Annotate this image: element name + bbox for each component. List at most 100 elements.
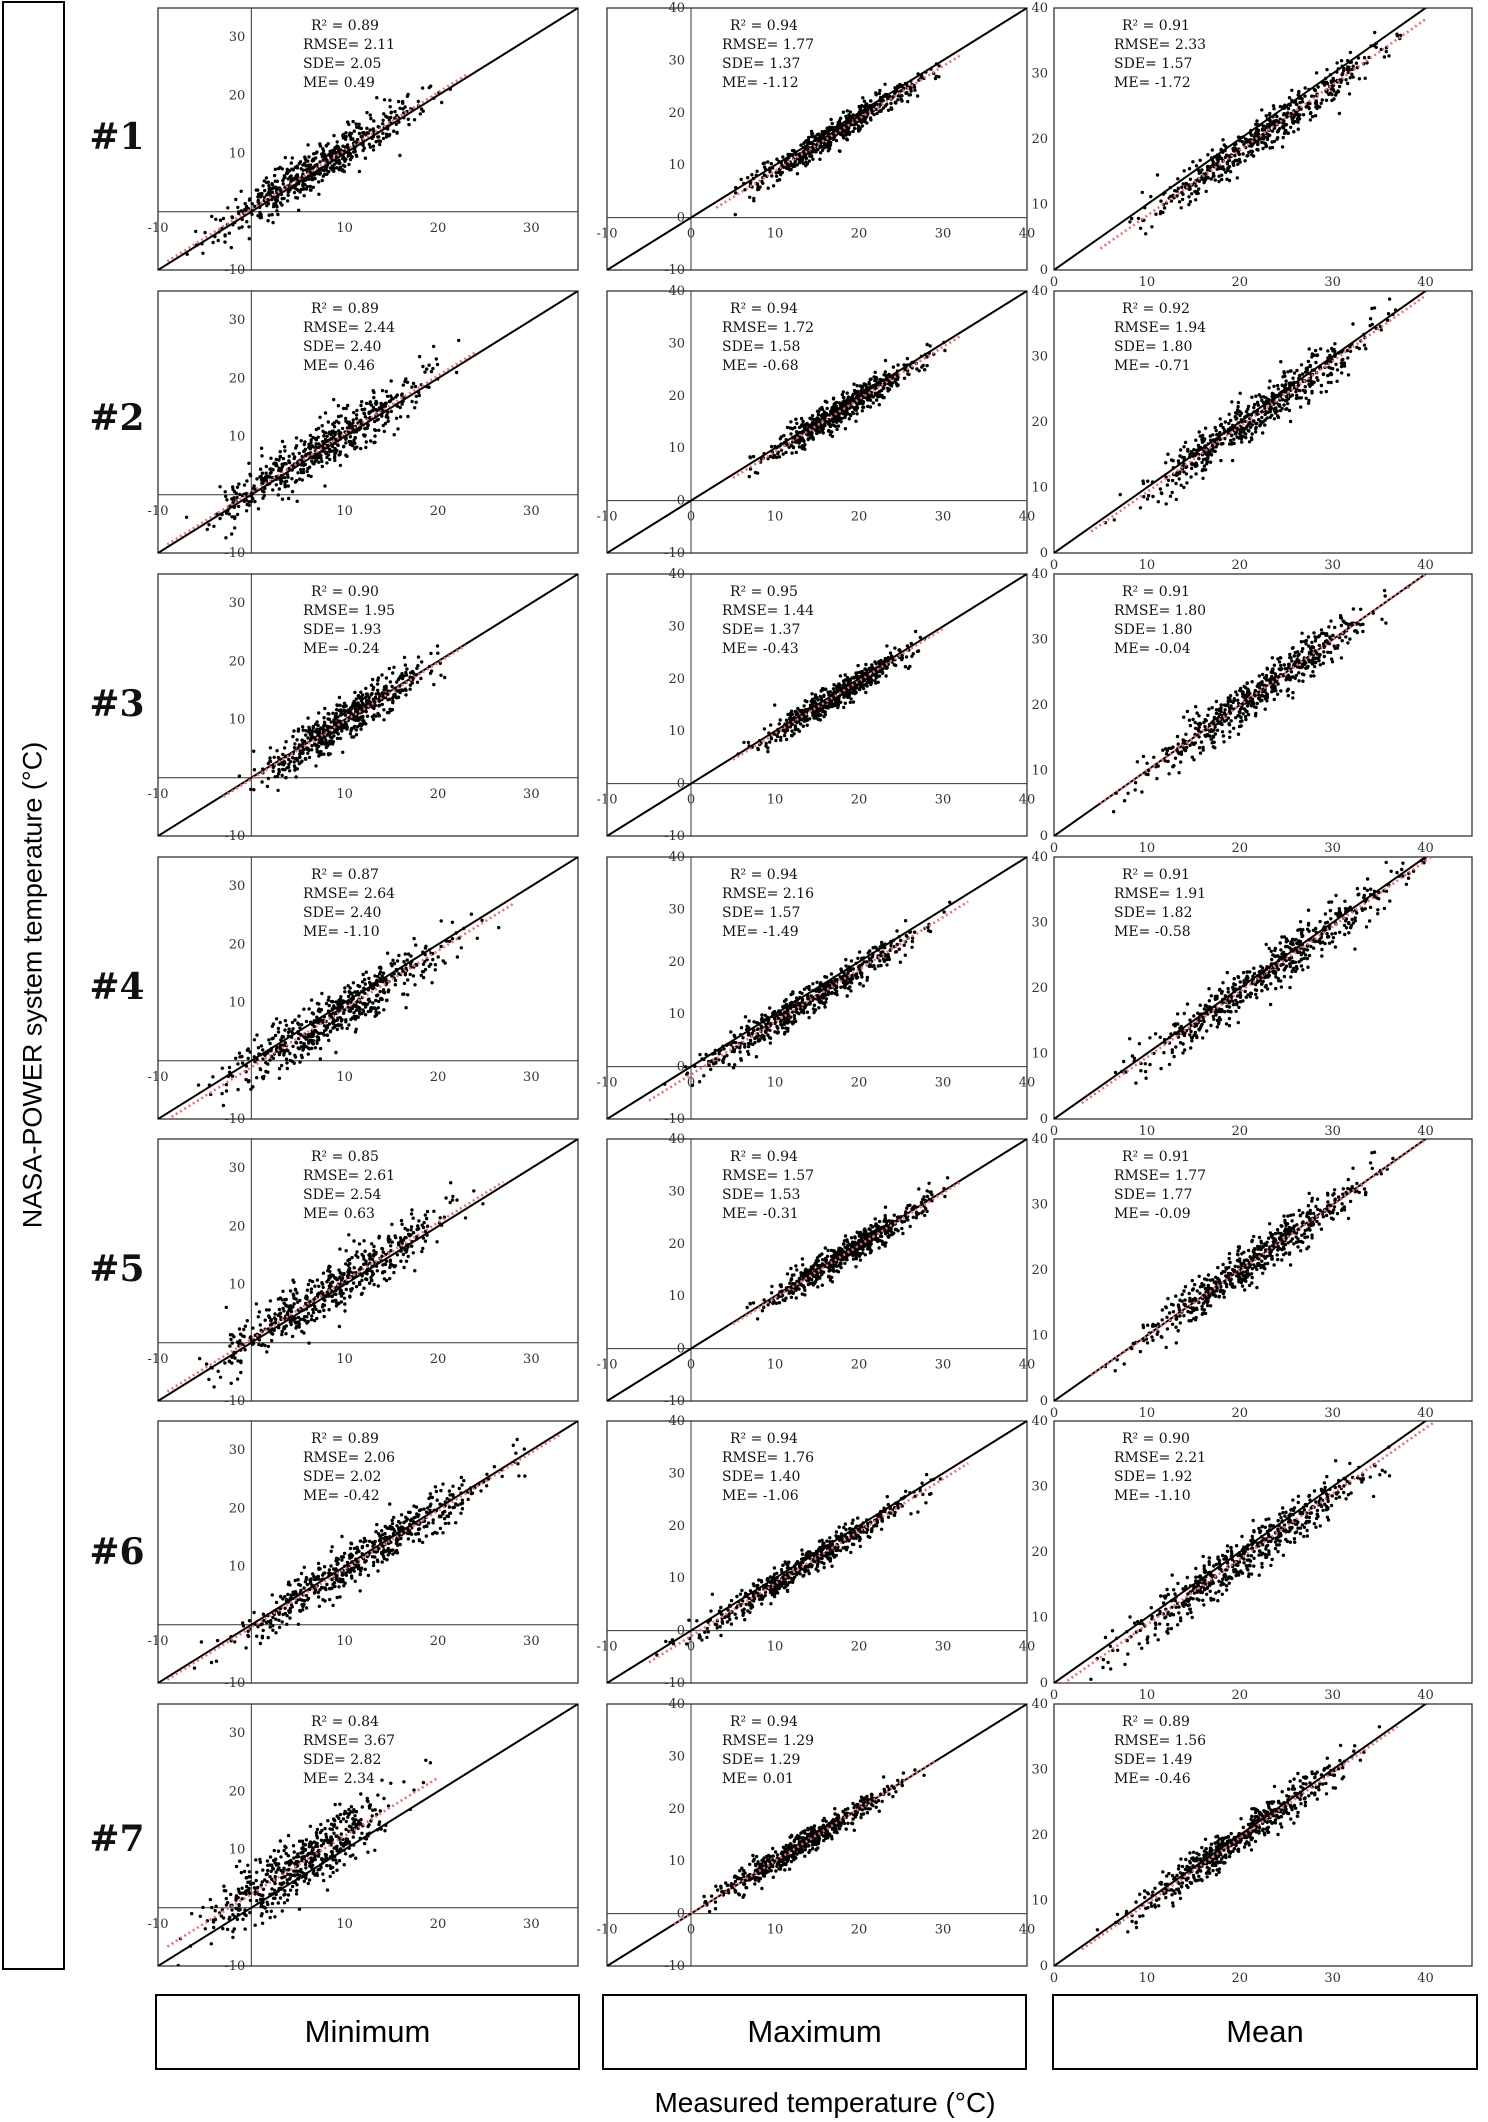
data-point (269, 456, 273, 460)
data-point (851, 700, 856, 704)
data-point (828, 424, 833, 429)
data-point (427, 363, 431, 367)
data-point (1245, 154, 1249, 158)
data-point (888, 381, 893, 386)
data-point (236, 205, 240, 210)
data-point (308, 433, 313, 438)
data-point (277, 458, 281, 462)
data-point (896, 98, 900, 102)
data-point (841, 400, 845, 405)
data-point (905, 90, 909, 95)
data-point (1198, 434, 1203, 438)
data-point (1200, 468, 1205, 473)
data-point (831, 396, 836, 400)
data-point (275, 749, 279, 753)
data-point (1224, 153, 1229, 157)
data-point (1179, 760, 1183, 764)
data-point (1180, 190, 1184, 195)
data-point (1223, 420, 1228, 424)
data-point (1319, 347, 1323, 351)
data-point (378, 139, 383, 143)
data-point (1345, 81, 1350, 86)
data-point (277, 767, 281, 772)
data-point (823, 422, 827, 426)
data-point (335, 703, 340, 708)
data-point (825, 406, 829, 411)
data-point (1236, 400, 1241, 405)
data-point (347, 133, 352, 137)
data-point (346, 154, 350, 158)
data-point (1168, 494, 1173, 498)
data-point (862, 382, 867, 387)
data-point (260, 780, 264, 784)
data-point (1177, 200, 1182, 204)
data-point (403, 379, 407, 384)
data-point (1272, 663, 1277, 667)
data-point (1227, 421, 1231, 426)
data-point (1118, 492, 1122, 497)
data-point (384, 132, 389, 136)
data-point (825, 400, 829, 404)
data-point (1281, 135, 1285, 140)
data-point (1260, 672, 1265, 677)
data-point (351, 418, 355, 422)
data-point (905, 356, 910, 361)
data-point (1182, 445, 1186, 449)
data-point (1295, 117, 1300, 121)
data-point (1159, 491, 1164, 495)
data-point (818, 430, 822, 434)
data-point (354, 122, 358, 126)
panel-3-mean-xtick: 10 (1139, 841, 1156, 856)
panel-3-minimum-xtick: 10 (336, 787, 353, 802)
panel-1-maximum-stat-rmse: RMSE= 1.77 (722, 37, 814, 53)
data-point (900, 99, 904, 103)
data-point (1346, 641, 1350, 645)
panel-2-minimum-stat-me: ME= 0.46 (303, 358, 375, 374)
data-point (1184, 181, 1189, 186)
data-point (838, 683, 842, 687)
data-point (849, 697, 853, 701)
data-point (258, 475, 262, 479)
data-point (874, 93, 878, 97)
data-point (344, 416, 348, 421)
data-point (393, 694, 397, 698)
data-point (796, 706, 800, 711)
data-point (276, 212, 280, 217)
data-point (811, 437, 815, 441)
data-point (1177, 471, 1182, 476)
data-point (216, 238, 220, 243)
data-point (339, 710, 343, 715)
data-point (1344, 635, 1348, 639)
data-point (275, 204, 279, 208)
data-point (237, 482, 241, 486)
panel-3-maximum-ytick: 30 (668, 619, 685, 634)
data-point (784, 737, 789, 742)
data-point (1244, 140, 1248, 144)
data-point (382, 718, 386, 722)
data-point (391, 671, 395, 675)
data-point (247, 503, 251, 507)
data-point (1297, 671, 1301, 675)
data-point (911, 652, 915, 656)
data-point (376, 688, 380, 692)
data-point (1282, 403, 1286, 407)
data-point (1339, 623, 1344, 628)
data-point (756, 185, 760, 189)
data-point (382, 98, 387, 102)
data-point (320, 459, 324, 464)
data-point (885, 644, 889, 648)
data-point (846, 397, 850, 402)
data-point (405, 667, 409, 671)
data-point (1279, 689, 1283, 693)
data-point (1287, 674, 1291, 679)
panel-1-maximum-stat-sde: SDE= 1.37 (722, 56, 800, 72)
data-point (344, 710, 348, 714)
data-point (349, 137, 353, 141)
data-point (1342, 364, 1347, 368)
data-point (294, 176, 298, 181)
data-point (808, 153, 812, 157)
data-point (861, 686, 866, 691)
data-point (1197, 746, 1202, 750)
data-point (293, 765, 297, 769)
panel-3-minimum-stat-me: ME= -0.24 (303, 641, 380, 657)
